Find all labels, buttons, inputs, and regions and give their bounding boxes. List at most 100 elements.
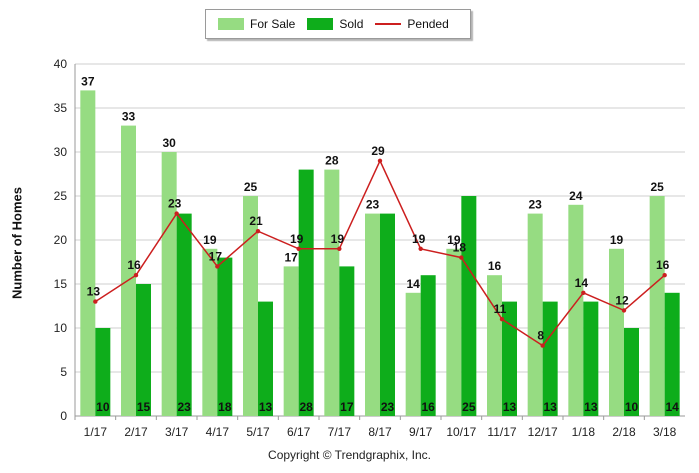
legend-swatch-pended [375, 23, 402, 25]
data-label-for-sale: 28 [325, 154, 339, 168]
data-label-for-sale: 37 [81, 74, 95, 88]
x-tick-label: 5/17 [246, 425, 270, 439]
data-label-for-sale: 30 [162, 136, 176, 150]
y-tick-label: 5 [60, 365, 67, 379]
legend-label-pended: Pended [407, 17, 449, 31]
point-pended [337, 246, 342, 251]
data-label-sold: 13 [543, 400, 557, 414]
x-tick-label: 1/17 [84, 425, 108, 439]
data-label-for-sale: 25 [244, 180, 258, 194]
data-label-sold: 10 [625, 400, 639, 414]
point-pended [499, 317, 505, 322]
point-pended [581, 290, 586, 295]
y-tick-label: 20 [54, 233, 68, 247]
data-label-for-sale: 23 [366, 198, 380, 212]
x-tick-label: 8/17 [368, 425, 392, 439]
bar-sold [95, 328, 111, 416]
point-pended [296, 246, 301, 251]
bar-for-sale [527, 213, 543, 416]
bar-sold [217, 257, 233, 416]
data-label-pended: 12 [615, 293, 629, 307]
point-pended [133, 273, 139, 278]
data-label-for-sale: 14 [406, 277, 420, 291]
y-tick-label: 25 [54, 189, 68, 203]
y-tick-label: 40 [54, 57, 68, 71]
data-label-pended: 16 [127, 258, 141, 272]
legend-item-for-sale: For Sale [218, 17, 295, 31]
legend-item-sold: Sold [307, 17, 363, 31]
point-pended [377, 158, 383, 163]
copyright-text: Copyright © Trendgraphix, Inc. [268, 448, 431, 462]
legend-label-sold: Sold [339, 17, 364, 31]
bar-for-sale [487, 275, 502, 416]
data-label-sold: 23 [381, 400, 395, 414]
data-label-for-sale: 24 [569, 189, 583, 203]
bar-sold [298, 169, 314, 416]
bar-sold [502, 301, 517, 416]
point-pended [174, 211, 179, 216]
bar-sold [339, 266, 355, 416]
data-label-sold: 25 [462, 400, 476, 414]
data-label-for-sale: 25 [650, 180, 664, 194]
data-label-pended: 21 [249, 214, 263, 228]
legend-swatch-sold [307, 18, 334, 30]
y-tick-label: 0 [60, 409, 67, 423]
bar-for-sale [609, 248, 624, 416]
data-label-for-sale: 23 [528, 198, 542, 212]
data-label-sold: 23 [177, 400, 191, 414]
data-label-for-sale: 19 [203, 233, 217, 247]
point-pended [459, 255, 464, 260]
data-label-for-sale: 17 [284, 250, 298, 264]
point-pended [418, 246, 423, 251]
x-tick-label: 7/17 [328, 425, 352, 439]
data-label-pended: 11 [494, 302, 507, 316]
y-axis-label: Number of Homes [9, 187, 25, 299]
bar-sold [176, 213, 192, 416]
bar-sold [461, 196, 477, 416]
x-tick-label: 12/17 [528, 425, 558, 439]
bar-for-sale [324, 169, 340, 416]
bar-for-sale [80, 90, 96, 417]
data-label-sold: 18 [218, 400, 232, 414]
data-label-pended: 29 [371, 144, 385, 158]
point-pended [215, 264, 220, 269]
data-label-pended: 17 [209, 249, 223, 263]
x-tick-label: 2/17 [124, 425, 148, 439]
bar-for-sale [243, 196, 258, 416]
data-label-pended: 8 [537, 329, 544, 343]
data-label-sold: 17 [340, 400, 354, 414]
bar-for-sale [446, 248, 462, 416]
data-label-for-sale: 16 [488, 259, 502, 273]
bar-for-sale [568, 204, 584, 416]
data-label-pended: 14 [575, 276, 589, 290]
data-label-sold: 15 [137, 400, 151, 414]
data-label-pended: 19 [290, 232, 304, 246]
data-label-sold: 16 [421, 400, 435, 414]
x-tick-label: 3/18 [653, 425, 677, 439]
data-label-for-sale: 33 [122, 110, 136, 124]
data-label-pended: 19 [331, 232, 345, 246]
point-pended [621, 308, 627, 313]
x-tick-label: 10/17 [446, 425, 476, 439]
legend-label-for-sale: For Sale [250, 17, 296, 31]
bar-sold [583, 301, 599, 416]
y-tick-label: 10 [54, 321, 68, 335]
data-label-sold: 28 [299, 400, 313, 414]
point-pended [662, 273, 667, 278]
x-tick-label: 11/17 [487, 425, 516, 439]
legend-swatch-for-sale [218, 18, 244, 30]
point-pended [93, 299, 98, 304]
bar-sold [624, 328, 639, 416]
legend-item-pended: Pended [375, 17, 449, 31]
data-label-sold: 14 [665, 400, 679, 414]
legend: For Sale Sold Pended [205, 9, 471, 39]
x-tick-label: 3/17 [165, 425, 189, 439]
y-tick-label: 30 [54, 145, 68, 159]
data-label-pended: 23 [168, 197, 182, 211]
bar-sold [258, 301, 273, 416]
bar-for-sale [649, 196, 665, 416]
bar-for-sale [202, 248, 218, 416]
bar-for-sale [161, 152, 177, 416]
x-tick-label: 4/17 [206, 425, 230, 439]
